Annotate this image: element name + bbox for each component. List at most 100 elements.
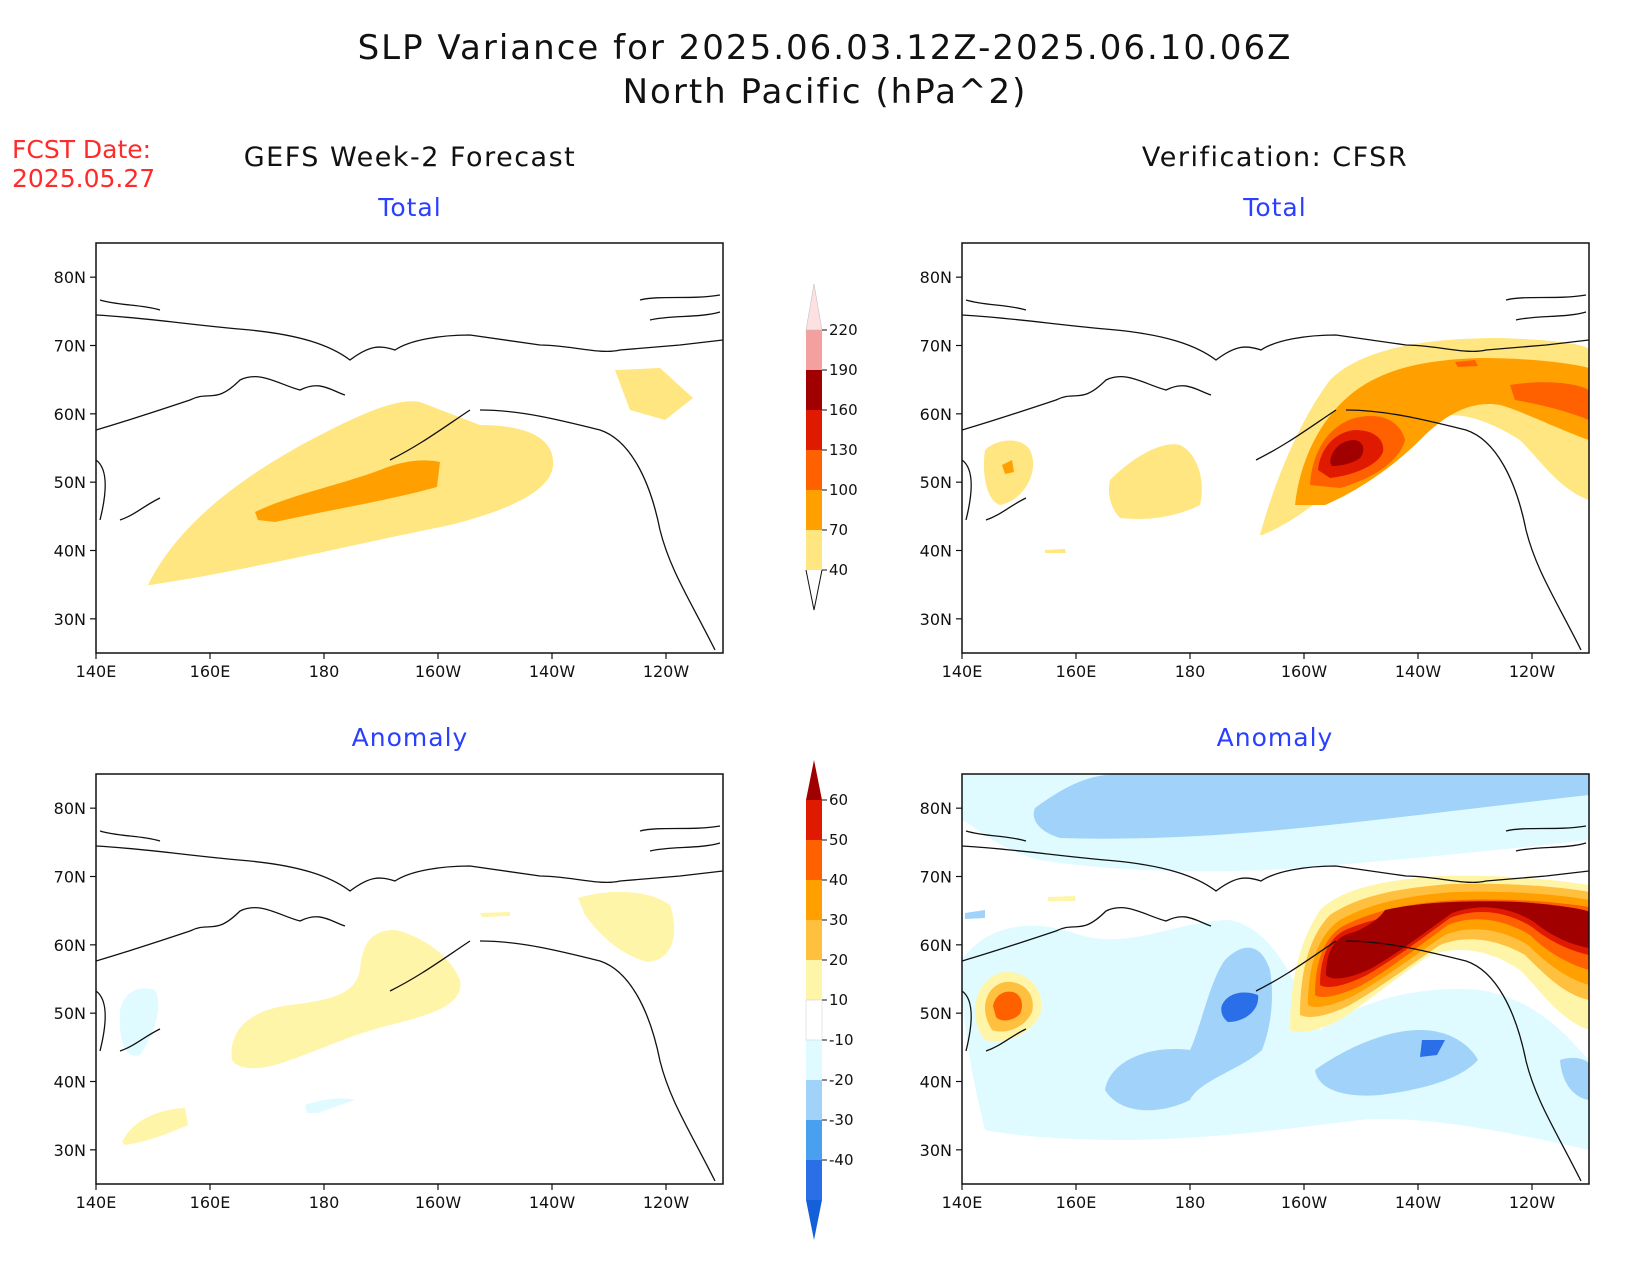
forecast-anomaly-lat-label: 70N <box>54 868 86 887</box>
forecast-anomaly-lon-label: 180 <box>309 1193 340 1212</box>
forecast-anomaly-lon-label: 140E <box>76 1193 117 1212</box>
colorbar-anomaly-label: 60 <box>829 791 848 809</box>
colorbar-total-swatch <box>806 530 822 570</box>
colorbar-anomaly-swatch <box>806 1000 822 1040</box>
forecast-anomaly-frame <box>95 773 724 1185</box>
colorbar-anomaly-label: -30 <box>829 1111 854 1129</box>
forecast-anomaly-contour-10-southwest <box>122 1108 188 1145</box>
panel-forecast-anomaly <box>95 773 724 1185</box>
forecast-anomaly-subtitle: Anomaly <box>351 723 469 752</box>
verification-total-lat-label: 50N <box>920 473 952 492</box>
verification-anomaly-contour-neg20-center <box>1105 947 1273 1111</box>
forecast-total-frame <box>95 242 724 654</box>
forecast-anomaly-contour-10-northeast <box>578 891 675 962</box>
colorbar-total-swatch <box>806 410 822 450</box>
verification-total-contour-70-west <box>1002 460 1014 474</box>
verification-anomaly-frame <box>961 773 1590 1185</box>
colorbar-anomaly-swatch <box>806 1200 822 1240</box>
colorbar-anomaly-label: 40 <box>829 871 848 889</box>
figure-title-line1: SLP Variance for 2025.06.03.12Z-2025.06.… <box>357 28 1293 68</box>
forecast-anomaly-lon-label: 160E <box>190 1193 231 1212</box>
colorbar-total-swatch <box>806 370 822 410</box>
verification-total-frame <box>961 242 1590 654</box>
colorbar-total-swatch <box>805 283 823 331</box>
fcst-date-label-line1: FCST Date: <box>12 135 152 164</box>
forecast-anomaly-contour-neg10-south <box>305 1098 355 1113</box>
forecast-anomaly-lon-label: 160W <box>415 1193 462 1212</box>
verification-anomaly-coastlines <box>962 825 1589 1182</box>
verification-total-lon-label: 180 <box>1175 662 1206 681</box>
colorbar-total-label: 160 <box>829 401 858 419</box>
colorbar-anomaly-swatch <box>806 760 822 800</box>
forecast-total-lat-label: 40N <box>54 542 86 561</box>
panel-verification-total <box>961 242 1590 654</box>
colorbar-total: 40 70 100 130 160 190 220 <box>805 283 858 611</box>
forecast-anomaly-coastlines <box>96 825 723 1182</box>
verification-anomaly-lat-label: 40N <box>920 1073 952 1092</box>
forecast-total-lat-label: 30N <box>54 610 86 629</box>
colorbar-anomaly-label: -40 <box>829 1151 854 1169</box>
colorbar-total-label: 130 <box>829 441 858 459</box>
forecast-anomaly-lat-label: 40N <box>54 1073 86 1092</box>
forecast-total-lon-label: 180 <box>309 662 340 681</box>
verification-total-lon-label: 120W <box>1509 662 1556 681</box>
colorbar-anomaly-swatch <box>806 920 822 960</box>
colorbar-anomaly-label: 50 <box>829 831 848 849</box>
verification-total-lon-label: 160W <box>1281 662 1328 681</box>
forecast-anomaly-contour-10-speck <box>480 912 510 917</box>
colorbar-total-label: 70 <box>829 521 848 539</box>
forecast-total-lon-label: 140W <box>529 662 576 681</box>
verification-anomaly-lon-label: 140W <box>1395 1193 1442 1212</box>
verification-header: Verification: CFSR <box>1141 142 1409 173</box>
verification-anomaly-contour-neg20-north <box>1033 774 1589 839</box>
verification-anomaly-contour-neg20-speck <box>965 910 985 919</box>
forecast-anomaly-lat-label: 50N <box>54 1004 86 1023</box>
verification-anomaly-contour-neg30-southeast <box>1420 1040 1445 1057</box>
colorbar-total-lower-end <box>805 569 823 611</box>
verification-total-lat-label: 30N <box>920 610 952 629</box>
forecast-anomaly-lon-label: 140W <box>529 1193 576 1212</box>
verification-anomaly-lat-label: 80N <box>920 799 952 818</box>
colorbar-anomaly-swatch <box>806 1120 822 1160</box>
colorbar-anomaly-swatch <box>806 840 822 880</box>
map-axes: 140E 160E 180 160W 140W 120W 80N 70N 60N 50N 40N 30… <box>54 268 1556 1212</box>
colorbar-anomaly-label: 30 <box>829 911 848 929</box>
verification-anomaly-lon-label: 160E <box>1056 1193 1097 1212</box>
forecast-total-lat-label: 50N <box>54 473 86 492</box>
colorbar-anomaly-neutral-outline <box>805 999 823 1041</box>
verification-anomaly-contour-neg30 <box>1221 992 1259 1022</box>
panel-forecast-total <box>95 242 724 654</box>
verification-anomaly-lat-label: 70N <box>920 868 952 887</box>
colorbar-total-swatch <box>806 490 822 530</box>
verification-anomaly-contour-30-west <box>993 991 1022 1021</box>
verification-total-subtitle: Total <box>1243 193 1307 222</box>
colorbar-anomaly-label: -10 <box>829 1031 854 1049</box>
verification-anomaly-contour-60 <box>1326 901 1589 979</box>
colorbar-total-swatch <box>806 450 822 490</box>
verification-anomaly-lon-label: 180 <box>1175 1193 1206 1212</box>
verification-total-lat-label: 40N <box>920 542 952 561</box>
colorbar-total-label: 220 <box>829 321 858 339</box>
forecast-total-contour-70 <box>255 460 440 522</box>
colorbar-anomaly-swatch <box>806 1160 822 1200</box>
colorbar-anomaly: 60 50 40 30 20 10 -10 -20 -30 -40 <box>805 760 854 1240</box>
verification-total-lat-label: 70N <box>920 337 952 356</box>
verification-total-lon-label: 140W <box>1395 662 1442 681</box>
fcst-date-label: FCST Date: 2025.05.27 <box>12 135 155 193</box>
verification-anomaly-lat-label: 50N <box>920 1004 952 1023</box>
colorbar-total-label: 40 <box>829 561 848 579</box>
colorbar-anomaly-label: 10 <box>829 991 848 1009</box>
forecast-anomaly-contour-neg10-west <box>119 988 159 1056</box>
verification-total-coastlines <box>962 294 1589 651</box>
verification-total-contour-100-east <box>1510 382 1589 420</box>
forecast-total-lon-label: 160E <box>190 662 231 681</box>
forecast-total-lat-label: 70N <box>54 337 86 356</box>
forecast-total-lon-label: 140E <box>76 662 117 681</box>
colorbar-anomaly-label: 20 <box>829 951 848 969</box>
forecast-header: GEFS Week-2 Forecast <box>243 142 577 173</box>
colorbar-anomaly-swatch <box>806 800 822 840</box>
colorbar-anomaly-swatch <box>806 880 822 920</box>
forecast-total-lon-label: 160W <box>415 662 462 681</box>
colorbar-total-label: 100 <box>829 481 858 499</box>
